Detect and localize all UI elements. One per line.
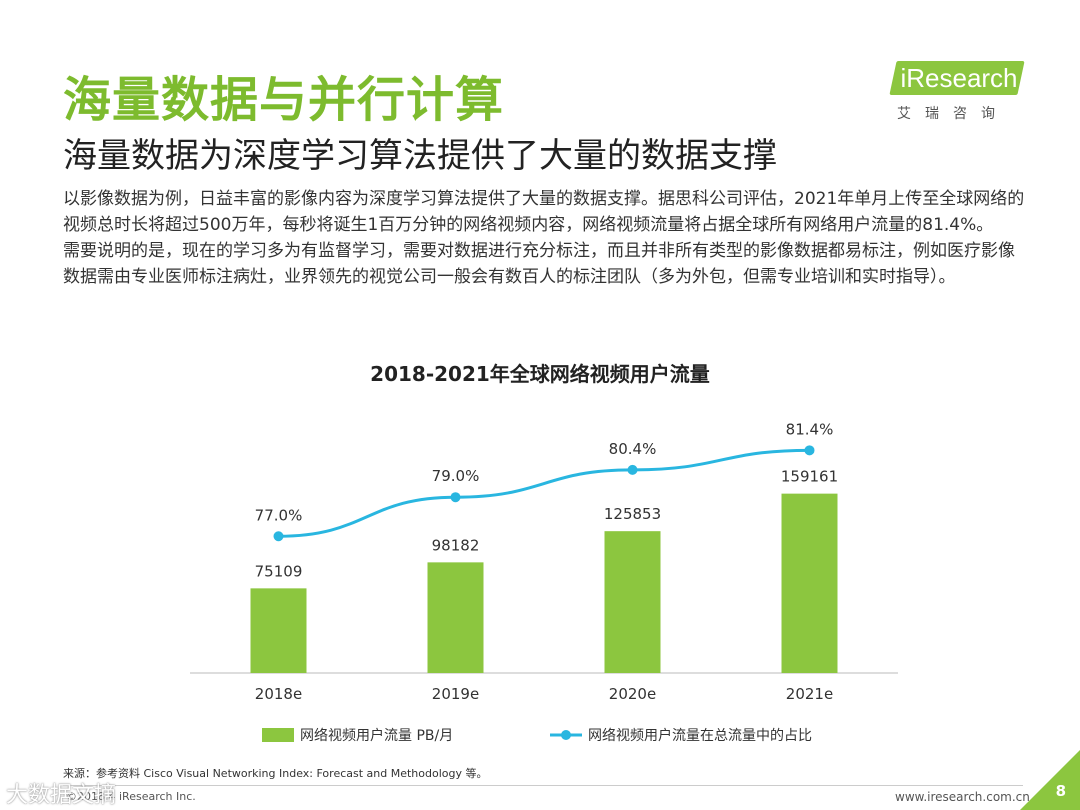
source-note: 来源：参考资料 Cisco Visual Networking Index: F…: [63, 767, 488, 780]
legend-bar-swatch: [262, 728, 294, 742]
paragraph-1: 以影像数据为例，日益丰富的影像内容为深度学习算法提供了大量的数据支撑。据思科公司…: [63, 189, 1025, 235]
share-label-2021e: 81.4%: [786, 420, 834, 438]
share-point-2018e: [273, 531, 284, 542]
page-subtitle: 海量数据为深度学习算法提供了大量的数据支撑: [63, 136, 777, 176]
legend-bar-label: 网络视频用户流量 PB/月: [300, 727, 453, 744]
iresearch-logo: iResearch 艾瑞咨询: [889, 55, 1028, 125]
share-point-2021e: [804, 445, 815, 456]
share-label-2020e: 80.4%: [609, 440, 657, 458]
footer-divider: [63, 785, 1023, 786]
legend-line-label: 网络视频用户流量在总流量中的占比: [588, 727, 812, 744]
bar-2020e: [604, 531, 661, 673]
page-title: 海量数据与并行计算: [63, 72, 505, 128]
page-number: 8: [1055, 782, 1066, 800]
share-point-2019e: [450, 492, 461, 503]
x-tick-2018e: 2018e: [255, 685, 302, 703]
bar-label-2021e: 159161: [781, 468, 838, 486]
legend-line-marker: [561, 730, 571, 740]
bar-2019e: [427, 562, 484, 673]
watermark: 大数据文摘: [6, 783, 117, 808]
share-label-2019e: 79.0%: [432, 467, 480, 485]
website-link[interactable]: www.iresearch.com.cn: [895, 790, 1030, 804]
bar-label-2019e: 98182: [432, 536, 480, 554]
x-tick-2019e: 2019e: [432, 685, 479, 703]
bar-2018e: [250, 588, 307, 673]
chart-title: 2018-2021年全球网络视频用户流量: [370, 362, 710, 386]
corner-decoration: [1020, 750, 1080, 810]
paragraph-2: 需要说明的是，现在的学习多为有监督学习，需要对数据进行充分标注，而且并非所有类型…: [63, 241, 1015, 287]
body-text: 以影像数据为例，日益丰富的影像内容为深度学习算法提供了大量的数据支撑。据思科公司…: [63, 186, 1029, 290]
bar-2021e: [781, 493, 838, 673]
share-label-2018e: 77.0%: [255, 506, 303, 524]
copyright: ©2018.4 iResearch Inc.: [66, 790, 196, 803]
share-point-2020e: [627, 464, 638, 475]
logo-name: iResearch: [900, 63, 1018, 93]
x-tick-2021e: 2021e: [786, 685, 833, 703]
bar-label-2018e: 75109: [255, 562, 303, 580]
x-tick-2020e: 2020e: [609, 685, 656, 703]
logo-subtitle: 艾瑞咨询: [897, 106, 1009, 122]
bar-label-2020e: 125853: [604, 505, 661, 523]
share-line: [278, 448, 810, 538]
